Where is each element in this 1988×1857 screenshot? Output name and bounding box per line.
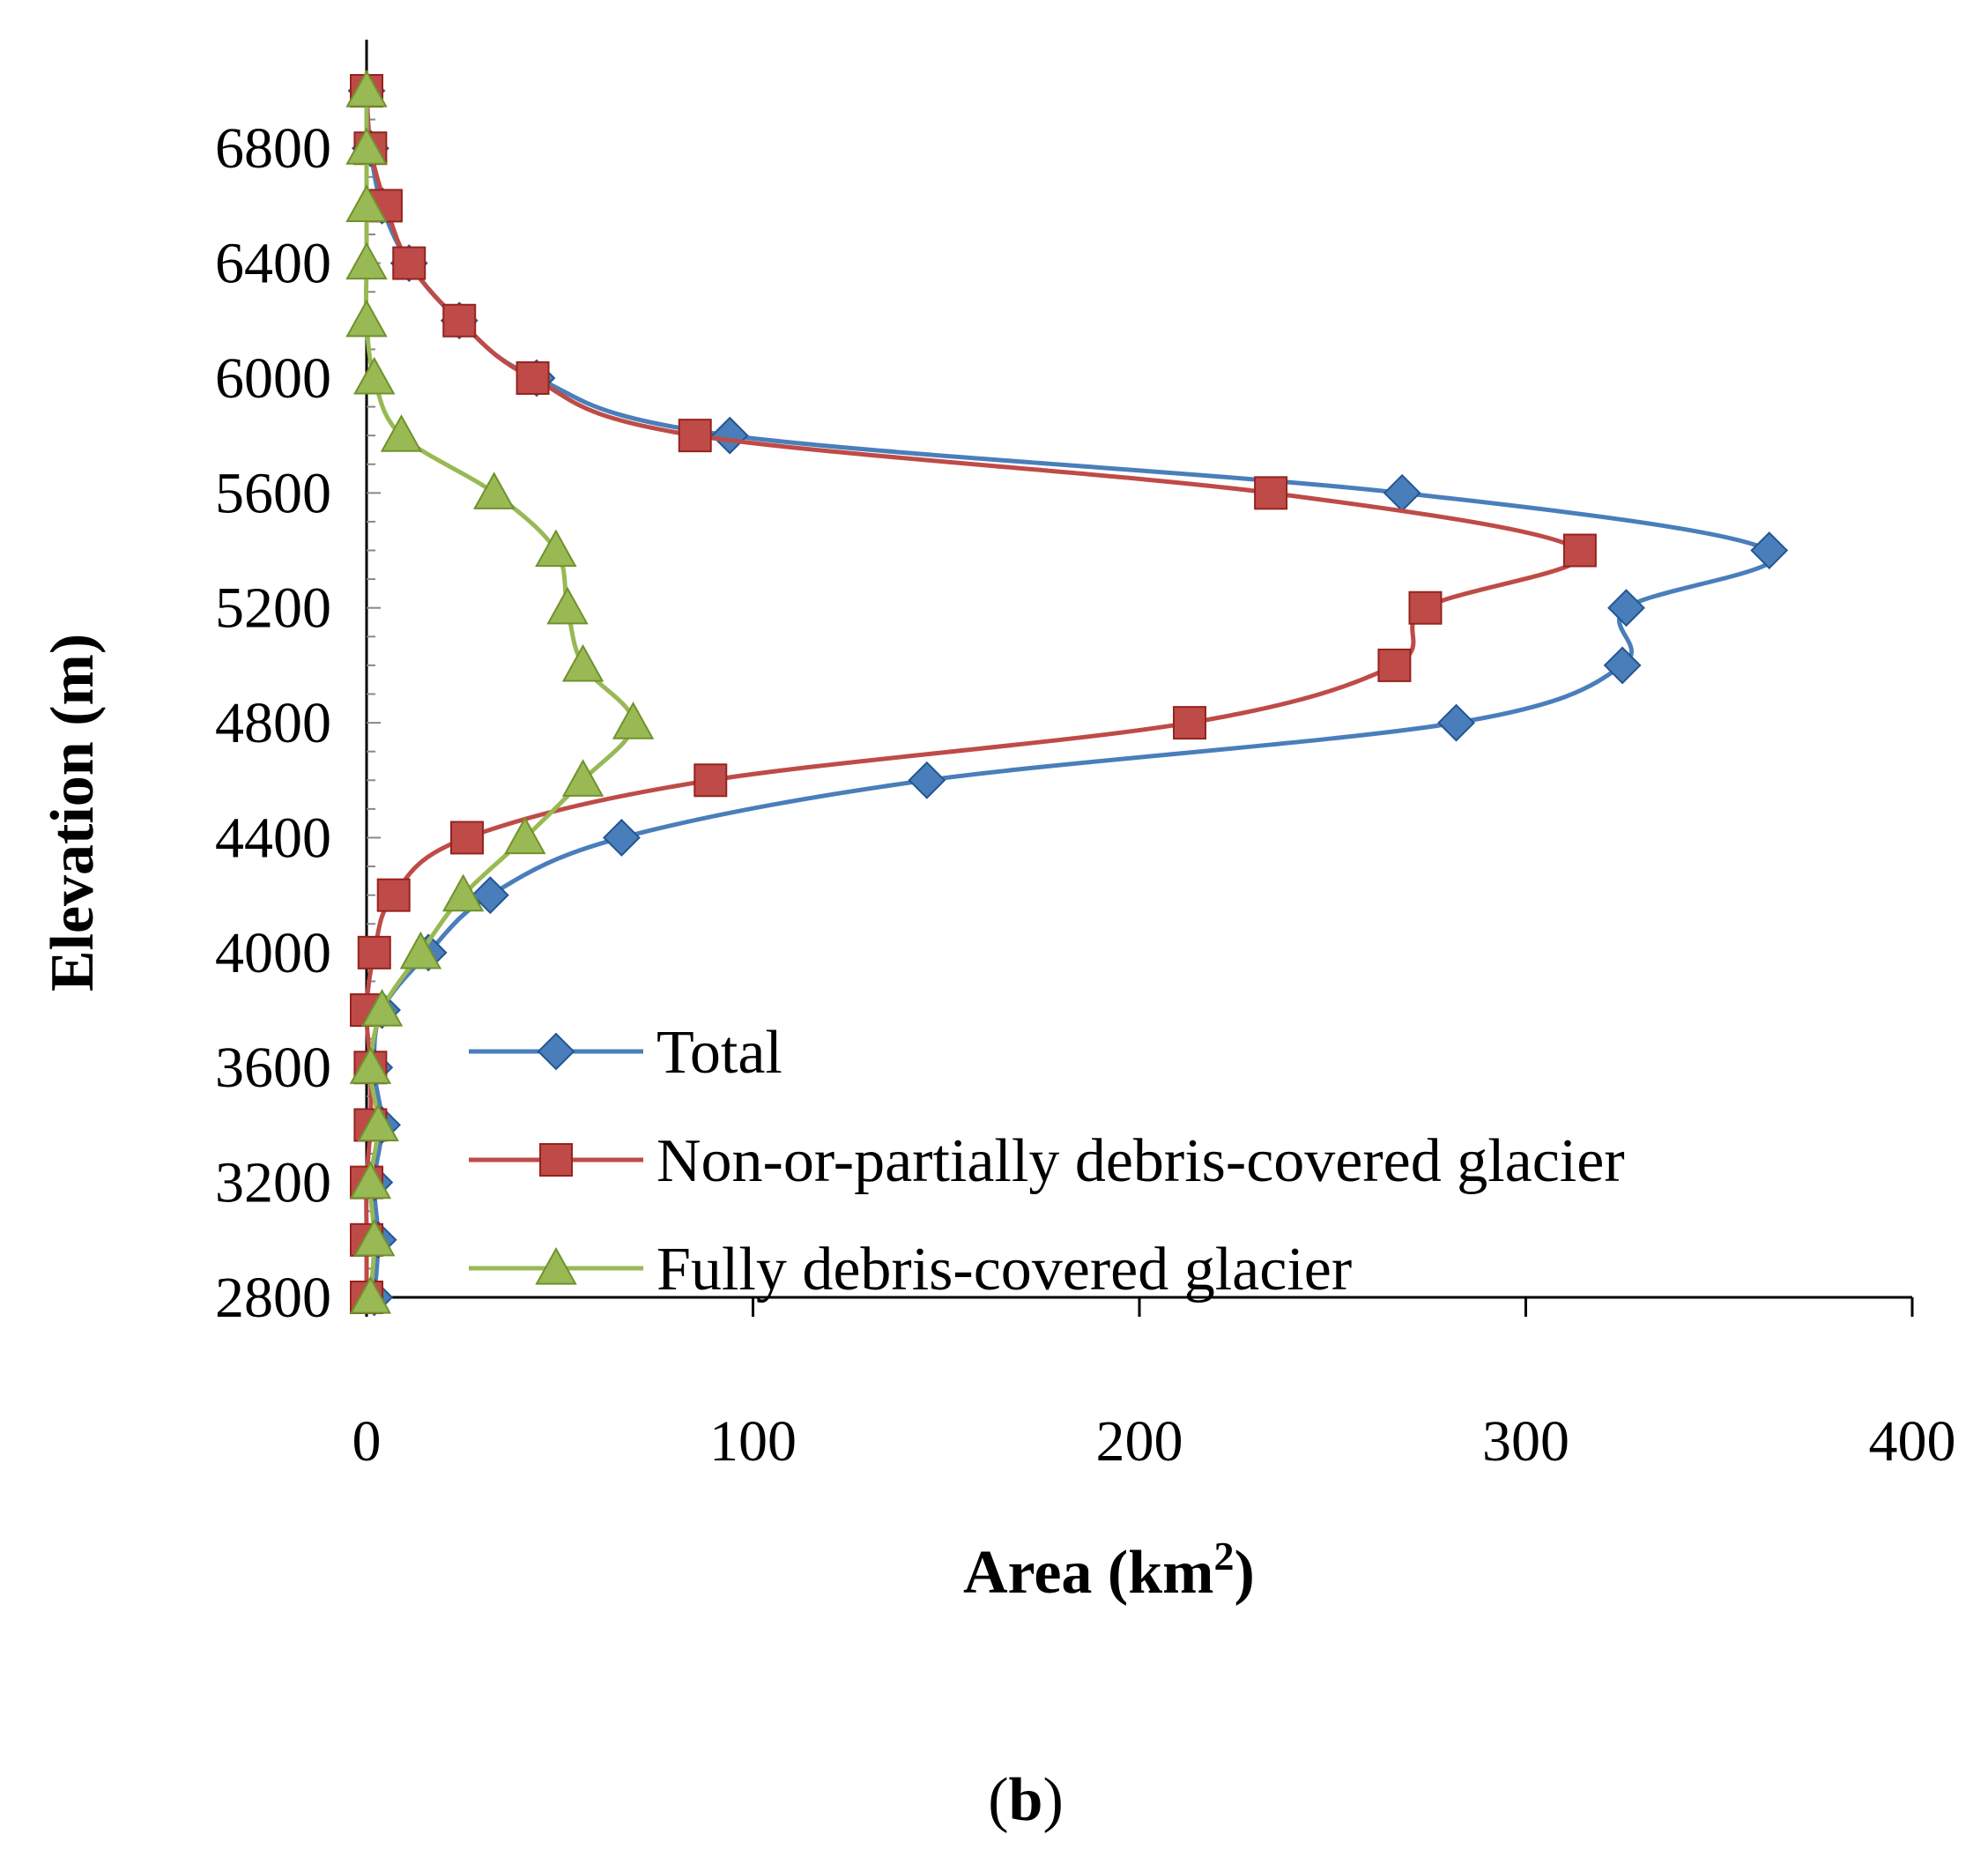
legend-label: Fully debris-covered glacier	[656, 1236, 1352, 1304]
data-point	[450, 821, 485, 855]
data-point	[561, 759, 605, 797]
y-tick-label: 3600	[215, 1036, 331, 1100]
data-point	[345, 299, 388, 338]
data-point	[380, 414, 423, 452]
data-point	[1750, 531, 1789, 569]
x-tick-label: 400	[1869, 1409, 1956, 1474]
data-point	[516, 360, 550, 395]
y-tick-label: 6000	[215, 346, 331, 411]
x-tick-label: 300	[1482, 1409, 1569, 1474]
data-point	[345, 69, 388, 108]
data-point	[353, 1218, 396, 1257]
data-point	[399, 931, 442, 969]
x-tick-label: 0	[352, 1409, 382, 1474]
y-tick-label: 4400	[215, 806, 331, 870]
data-point	[694, 763, 728, 798]
data-point	[535, 529, 577, 568]
panel-label-close: )	[1042, 1766, 1063, 1834]
data-point	[710, 416, 749, 455]
data-point	[442, 303, 477, 338]
panel-label-letter: b	[1009, 1766, 1043, 1834]
data-point	[357, 935, 391, 969]
data-point	[360, 988, 404, 1027]
x-tick-label: 200	[1096, 1409, 1183, 1474]
data-point	[546, 586, 589, 625]
data-point	[1383, 473, 1421, 512]
y-tick-label: 2800	[215, 1266, 331, 1330]
x-axis-title-superscript: 2	[1213, 1534, 1234, 1578]
legend-marker	[535, 1246, 577, 1285]
axes: 0 100 200 300 400 2800 3200 3600 4000 4400 4800 520…	[215, 40, 1956, 1474]
data-point	[561, 643, 605, 682]
y-tick-label: 5600	[215, 461, 331, 525]
legend-marker	[539, 1143, 573, 1177]
y-tick-label: 4000	[215, 921, 331, 985]
data-point	[392, 246, 427, 280]
data-point	[504, 816, 546, 855]
y-tick-label: 5200	[215, 576, 331, 641]
data-point	[1562, 533, 1597, 568]
data-point	[345, 127, 388, 165]
legend-item-total: Total	[469, 1019, 783, 1087]
x-tick-label: 100	[709, 1409, 797, 1474]
legend-item-non-or-partially: Non-or-partially debris-covered glacier	[469, 1127, 1625, 1195]
panel-label: (b)	[988, 1766, 1064, 1834]
data-point	[1173, 706, 1207, 740]
data-point	[353, 356, 396, 395]
data-point	[471, 876, 509, 915]
data-point	[1607, 589, 1645, 628]
y-tick-label: 3200	[215, 1151, 331, 1215]
data-point	[345, 241, 388, 280]
legend-label: Non-or-partially debris-covered glacier	[656, 1127, 1625, 1195]
x-axis-title-main: Area (km	[963, 1539, 1213, 1607]
data-point	[349, 1275, 392, 1314]
legend-label: Total	[656, 1019, 783, 1087]
data-point	[678, 419, 712, 453]
data-point	[376, 878, 411, 912]
data-point	[345, 184, 388, 222]
x-axis-title: Area (km2)	[963, 1534, 1255, 1607]
y-tick-label: 4800	[215, 691, 331, 755]
series-fully-debris-covered	[345, 69, 655, 1314]
legend: Total Non-or-partially debris-covered gla…	[469, 1019, 1625, 1304]
data-point	[612, 702, 655, 739]
series-line	[364, 90, 1777, 1298]
y-tick-label: 6800	[215, 116, 331, 181]
data-point	[1254, 476, 1288, 510]
y-axis-title: Elevation (m)	[39, 634, 107, 992]
data-point	[357, 1103, 399, 1142]
panel-label-open: (	[988, 1766, 1008, 1834]
x-axis-title-end: )	[1234, 1539, 1254, 1607]
series-line	[364, 90, 1585, 1298]
legend-marker	[537, 1032, 575, 1071]
legend-item-fully: Fully debris-covered glacier	[469, 1236, 1352, 1304]
data-point	[349, 1161, 392, 1200]
data-point	[602, 819, 641, 857]
data-point	[1377, 648, 1412, 682]
data-point	[1408, 591, 1443, 625]
data-point	[908, 761, 946, 799]
data-point	[441, 873, 485, 912]
data-point	[1437, 703, 1475, 742]
data-point	[473, 472, 516, 509]
data-point	[349, 1046, 392, 1084]
series-layer	[345, 69, 1789, 1317]
y-tick-label: 6400	[215, 232, 331, 296]
data-point	[1603, 646, 1642, 685]
